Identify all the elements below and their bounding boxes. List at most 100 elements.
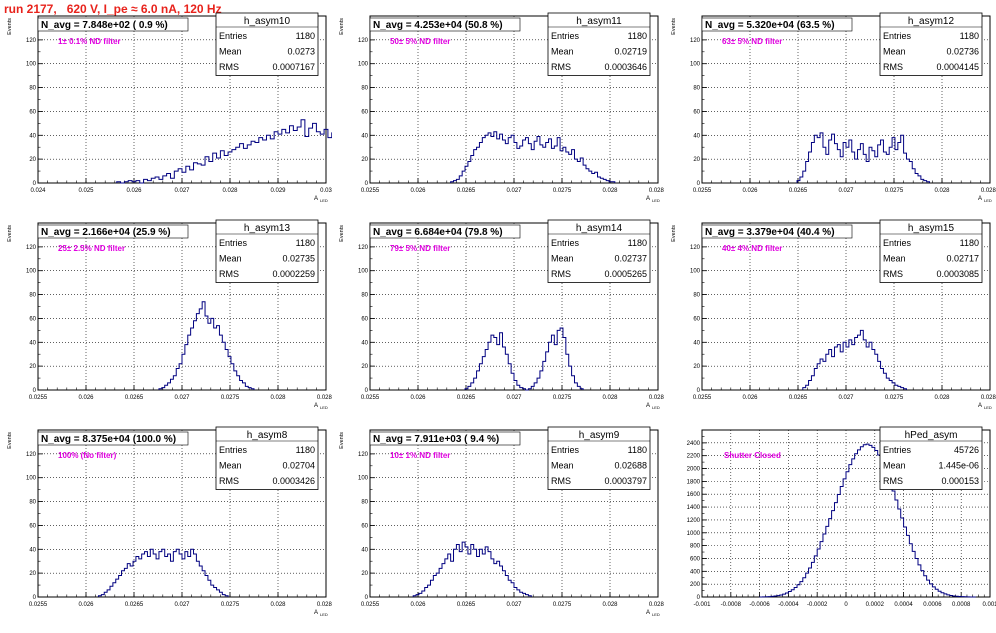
n-avg-header: N_avg = 5.320e+04 (63.5 %) [705,20,835,31]
y-tick-label: 60 [361,523,368,529]
x-tick-label: 0.0285 [317,395,332,401]
y-axis-label: Events [339,18,345,35]
x-tick-label: 0.026 [78,395,94,401]
x-tick-label: 0.0275 [221,395,240,401]
x-tick-label: 0.026 [742,188,758,194]
filter-annotation: 1± 0.1% ND filter [58,37,121,46]
histogram-name: h_asym11 [576,16,622,27]
histogram-series [759,443,977,598]
header-box [369,431,521,446]
y-tick-label: 60 [361,109,368,115]
x-axis-label-subscript: LED [652,405,660,410]
y-tick-label: 120 [26,245,37,251]
x-axis-label: A [314,196,318,202]
y-tick-label: 2400 [687,441,701,447]
x-axis-label-subscript: LED [320,198,328,203]
stat-value: 0.02704 [282,461,315,471]
stat-label: RMS [883,476,903,486]
x-tick-label: 0.0275 [885,395,904,401]
stat-value: 0.02719 [614,47,647,57]
stats-box [215,426,319,490]
histogram-panel-h-asym11: 0.0255 0.026 0.0265 0.027 0.0275 0.028 0.0285 0… [339,12,664,203]
x-tick-label: 0 [844,602,848,608]
x-axis-label: A [314,403,318,409]
y-tick-label: 20 [693,364,700,370]
x-tick-label: 0.024 [30,188,46,194]
x-tick-label: 0.0275 [553,602,572,608]
x-tick-label: 0.0002 [866,602,885,608]
filter-annotation: 79± 5% ND filter [390,244,450,253]
stats-box [879,219,983,283]
x-tick-label: -0.0008 [721,602,742,608]
x-tick-label: -0.0004 [778,602,799,608]
y-tick-label: 60 [29,523,36,529]
x-tick-label: 0.028 [602,188,618,194]
y-tick-label: 0 [33,388,37,394]
header-box [369,17,521,32]
y-tick-label: 100 [690,269,701,275]
y-tick-label: 0 [365,595,369,601]
x-tick-label: 0.0255 [693,188,712,194]
x-tick-label: 0.027 [506,395,522,401]
x-tick-label: 0.027 [174,395,190,401]
stat-label: Entries [551,445,580,455]
histogram-panel-h-asym8: 0.0255 0.026 0.0265 0.027 0.0275 0.028 0.0285 0… [7,426,332,617]
x-tick-label: 0.03 [320,188,332,194]
y-axis-label: Events [7,432,13,449]
x-tick-label: 0.0255 [29,602,48,608]
stat-label: RMS [551,476,571,486]
x-tick-label: 0.028 [270,395,286,401]
y-tick-label: 20 [693,157,700,163]
header-box [37,224,189,239]
x-tick-label: 0.028 [934,395,950,401]
n-avg-header: N_avg = 3.379e+04 (40.4 %) [705,227,835,238]
x-tick-label: 0.027 [506,602,522,608]
stat-label: Mean [551,47,574,57]
y-tick-label: 20 [29,571,36,577]
x-tick-label: 0.028 [934,188,950,194]
stat-label: Entries [883,31,912,41]
stat-value: 0.0003085 [936,269,979,279]
y-tick-label: 60 [361,316,368,322]
x-tick-label: 0.0004 [894,602,913,608]
histogram-series [116,119,332,184]
filter-annotation: 25± 2.5% ND filter [58,244,125,253]
y-tick-label: 100 [690,62,701,68]
y-tick-label: 2000 [687,467,701,473]
filter-annotation: Shutter Closed [724,451,781,460]
stats-box [215,219,319,283]
y-tick-label: 100 [26,62,37,68]
y-tick-label: 80 [693,86,700,92]
stat-label: Mean [219,47,242,57]
stat-label: RMS [219,476,239,486]
stat-value: 0.0007167 [272,62,315,72]
histogram-panel-h-asym9: 0.0255 0.026 0.0265 0.027 0.0275 0.028 0.0285 0… [339,426,664,617]
filter-annotation: 40± 4% ND filter [722,244,782,253]
y-tick-label: 120 [690,38,701,44]
stats-box [879,426,983,490]
stat-value: 1180 [296,238,315,248]
x-tick-label: 0.0255 [361,188,380,194]
n-avg-header: N_avg = 6.684e+04 (79.8 %) [373,227,503,238]
stat-value: 1180 [960,31,979,41]
n-avg-header: N_avg = 8.375e+04 (100.0 %) [41,434,176,445]
y-tick-label: 40 [693,133,700,139]
y-tick-label: 40 [29,340,36,346]
stat-label: Entries [219,238,248,248]
stat-label: Mean [883,461,906,471]
x-tick-label: 0.0285 [981,395,996,401]
y-tick-label: 0 [365,388,369,394]
x-tick-label: 0.026 [742,395,758,401]
histogram-series [412,541,532,597]
histogram-name: h_asym14 [576,223,623,234]
stat-value: 1180 [628,238,647,248]
stat-label: RMS [883,269,903,279]
stat-value: 0.02737 [614,254,647,264]
x-tick-label: 0.027 [838,395,854,401]
header-box [37,431,189,446]
stat-value: 1180 [960,238,979,248]
filter-annotation: 50± 5% ND filter [390,37,450,46]
stat-label: Entries [219,31,248,41]
stat-value: 1180 [296,31,315,41]
x-tick-label: 0.028 [270,602,286,608]
